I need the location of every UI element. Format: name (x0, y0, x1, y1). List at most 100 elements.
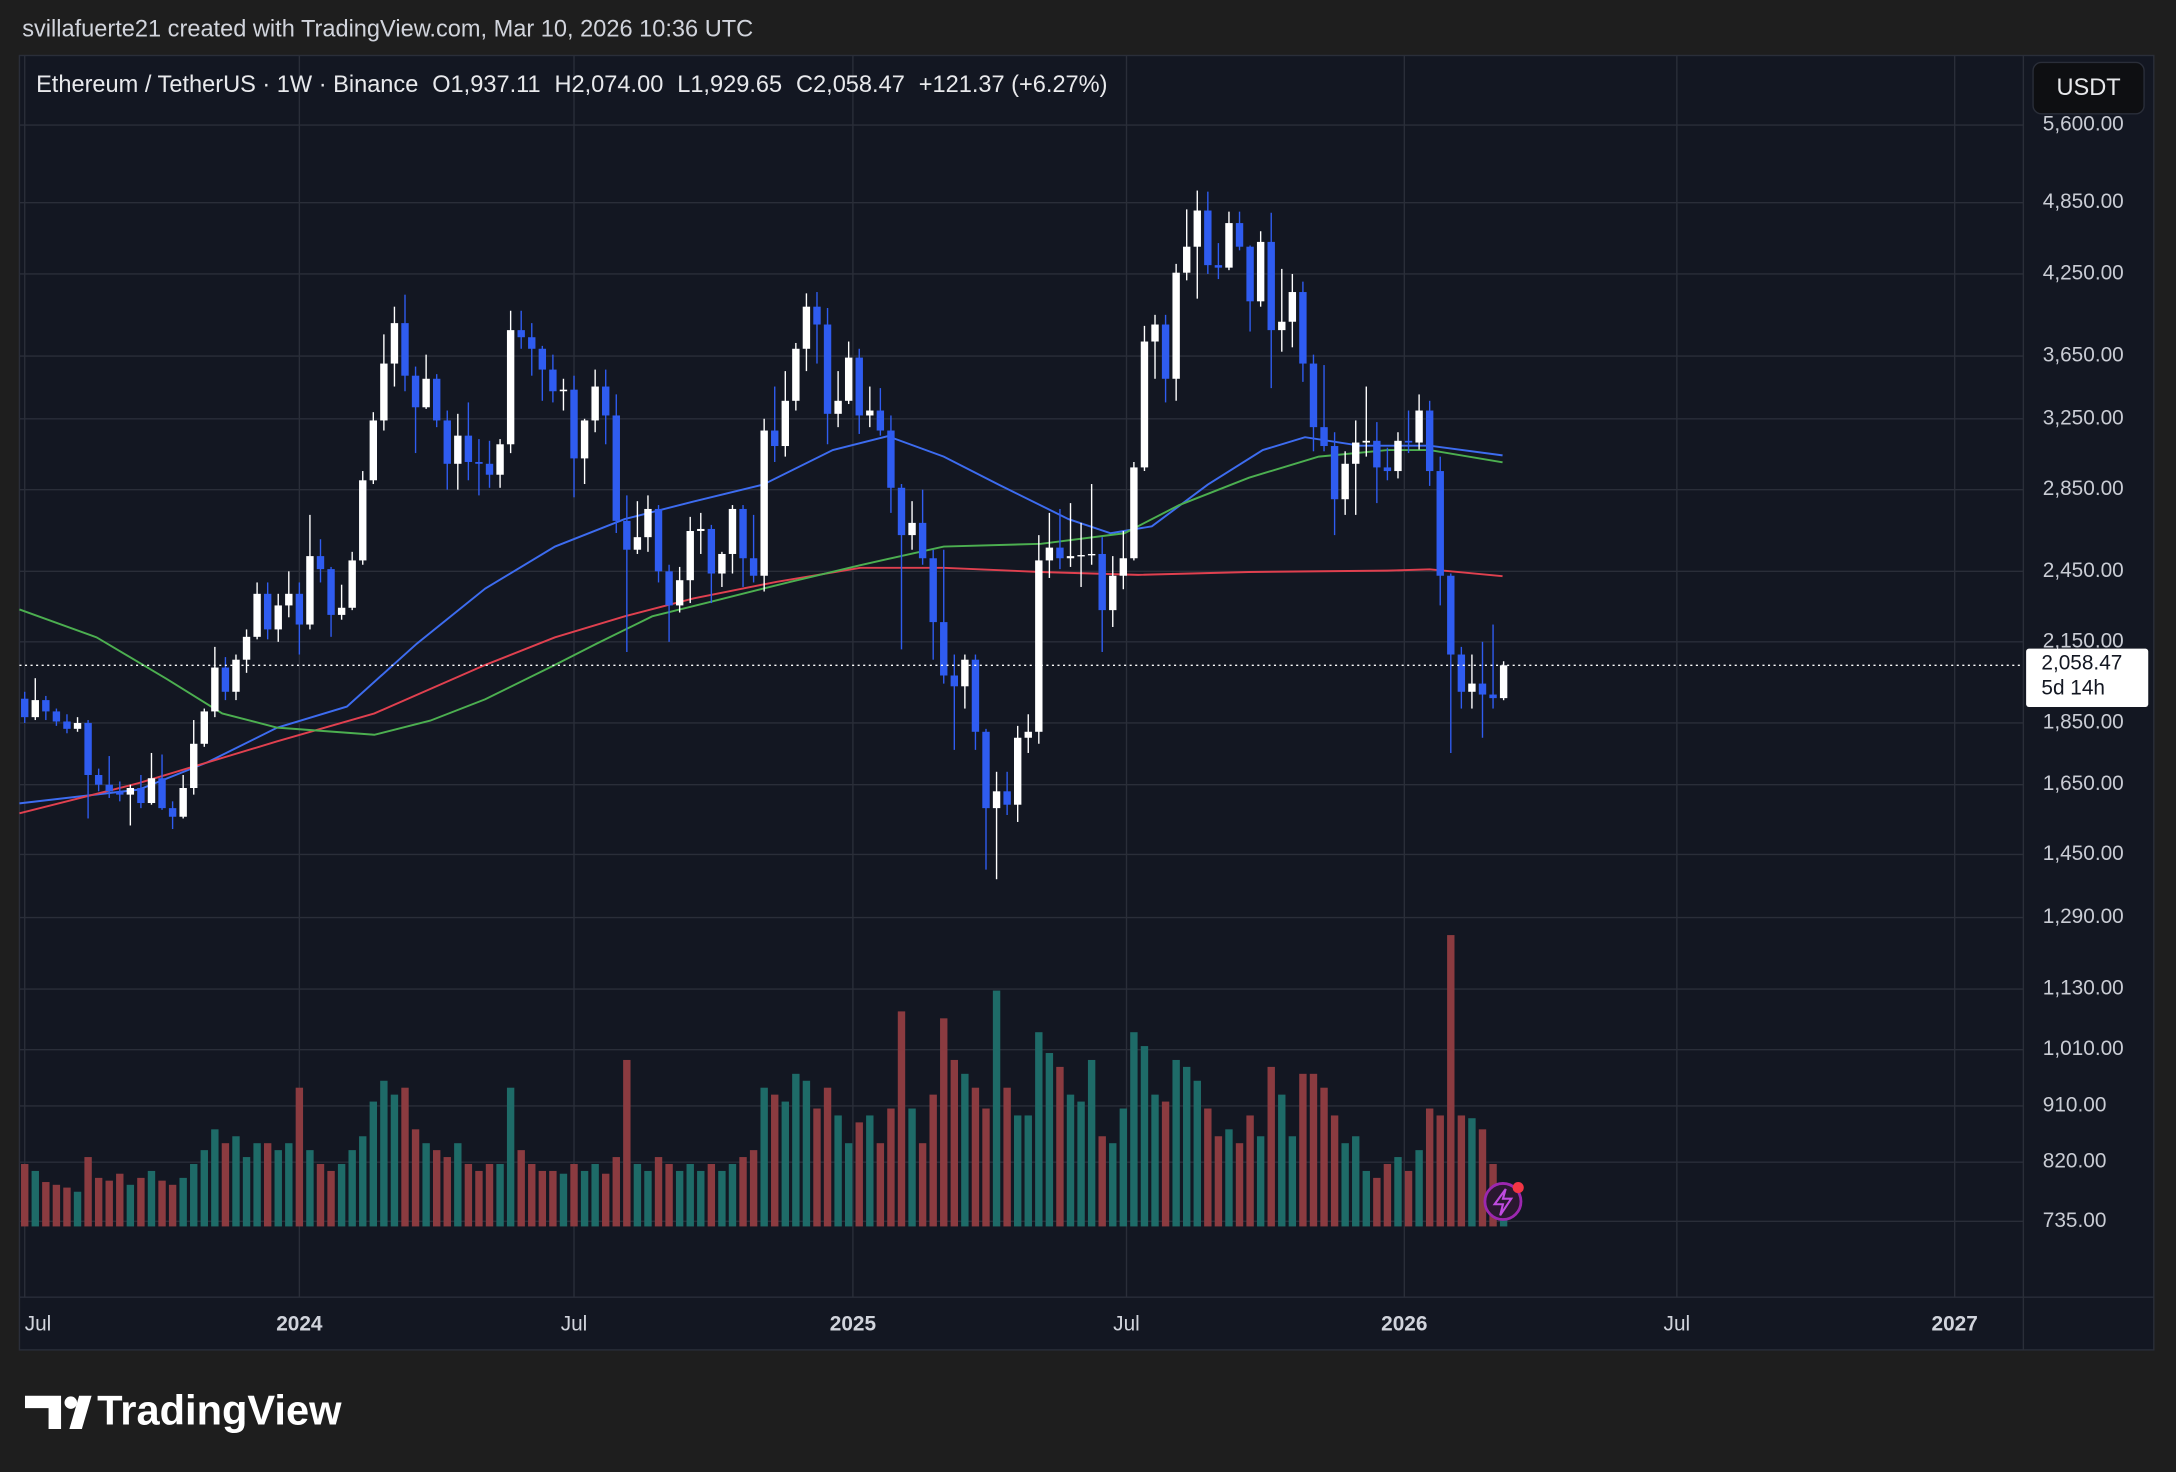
candle-body (739, 508, 747, 559)
candle-body (549, 369, 557, 392)
candle-body (1109, 575, 1117, 611)
volume-bar (802, 1080, 811, 1227)
candle-body (327, 569, 335, 615)
candle-body (771, 430, 779, 447)
candle-body (1415, 410, 1423, 443)
candle-body (855, 357, 863, 416)
volume-bar (591, 1164, 599, 1227)
volume-bar (1267, 1066, 1275, 1227)
volume-bar (538, 1170, 547, 1227)
candle-body (390, 323, 399, 364)
candle-body (1183, 246, 1191, 273)
candle-body (1225, 223, 1233, 268)
candle-body (496, 444, 504, 475)
y-tick-label: 5,600.00 (2043, 113, 2124, 136)
volume-bar (422, 1143, 430, 1227)
volume-bar (506, 1087, 515, 1227)
volume-bar (1056, 1066, 1064, 1227)
volume-bar (760, 1087, 768, 1227)
volume-bar (982, 1108, 990, 1227)
candle-body (718, 553, 726, 574)
volume-bar (274, 1150, 282, 1227)
volume-bar (580, 1170, 589, 1227)
volume-bar (316, 1164, 325, 1227)
y-tick-label: 910.00 (2043, 1093, 2107, 1116)
candle-body (242, 636, 251, 660)
candle-body (1267, 241, 1275, 331)
candle-body (1235, 223, 1244, 247)
x-tick-label: 2024 (276, 1312, 323, 1335)
volume-bar (961, 1073, 969, 1227)
candle-body (1436, 471, 1444, 576)
candle-body (105, 784, 113, 792)
candle-body (52, 711, 61, 722)
candle-body (190, 743, 198, 789)
candle-body (1320, 427, 1328, 447)
x-tick-label: Jul (1113, 1312, 1140, 1335)
volume-bar (401, 1087, 409, 1227)
volume-bar (1098, 1136, 1106, 1227)
volume-bar (1415, 1150, 1423, 1227)
volume-bar (1404, 1170, 1413, 1227)
candle-body (1383, 467, 1392, 472)
alert-circle[interactable] (1483, 1182, 1523, 1221)
candle-body (158, 778, 166, 809)
volume-bar (211, 1129, 219, 1227)
volume-bar (718, 1170, 726, 1227)
candle-body (1119, 558, 1128, 576)
x-tick-label: 2026 (1381, 1312, 1427, 1335)
volume-bar (443, 1157, 451, 1227)
volume-bar (1109, 1143, 1117, 1227)
volume-bar (665, 1164, 673, 1227)
x-tick-label: 2027 (1932, 1312, 1978, 1335)
volume-bar (105, 1180, 113, 1227)
volume-bar (1278, 1094, 1286, 1227)
candle-body (211, 667, 219, 712)
countdown-label: 5d 14h (2041, 676, 2105, 699)
ohlc-high: H2,074.00 (554, 71, 663, 97)
volume-bar (285, 1143, 293, 1227)
candle-body (644, 508, 652, 538)
x-tick-label: Jul (25, 1312, 52, 1335)
volume-bar (306, 1150, 314, 1227)
ohlc-low: L1,929.65 (677, 71, 782, 97)
candle-body (580, 420, 589, 459)
candle-body (950, 675, 959, 687)
brand-logo: TradingView (24, 1387, 342, 1434)
volume-bar (432, 1150, 441, 1227)
logo-slash (69, 1395, 92, 1429)
candle-body (528, 337, 536, 349)
candle-body (654, 508, 663, 572)
candle-body (1373, 440, 1381, 468)
candle-body (897, 487, 906, 536)
candle-body (1457, 654, 1466, 692)
candle-body (94, 774, 103, 785)
volume-bar (1193, 1080, 1201, 1227)
candle-body (73, 722, 82, 729)
candle-body (675, 580, 684, 606)
volume-bar (1045, 1053, 1054, 1227)
candle-body (1499, 665, 1508, 699)
moving-average-line (19, 449, 1503, 736)
moving-average-line (19, 435, 1503, 805)
alert-icon[interactable] (1483, 1182, 1524, 1221)
volume-bar (528, 1164, 536, 1227)
candle-body (263, 593, 272, 630)
currency-label[interactable]: USDT (2056, 74, 2120, 100)
currency-button[interactable] (2032, 61, 2145, 115)
brand-name: TradingView (97, 1387, 342, 1434)
candle-body (1330, 446, 1339, 500)
candle-body (792, 348, 800, 401)
volume-bar (517, 1150, 525, 1227)
volume-bar (728, 1164, 737, 1227)
volume-bar (380, 1080, 388, 1227)
candle-body (992, 791, 1001, 809)
candle-body (232, 659, 240, 692)
x-tick-label: 2025 (830, 1312, 876, 1335)
volume-bar (739, 1157, 747, 1227)
volume-bar (1204, 1108, 1212, 1227)
volume-bar (348, 1150, 356, 1227)
volume-bar (855, 1122, 863, 1227)
volume-bar (179, 1177, 187, 1227)
candle-body (422, 378, 430, 408)
